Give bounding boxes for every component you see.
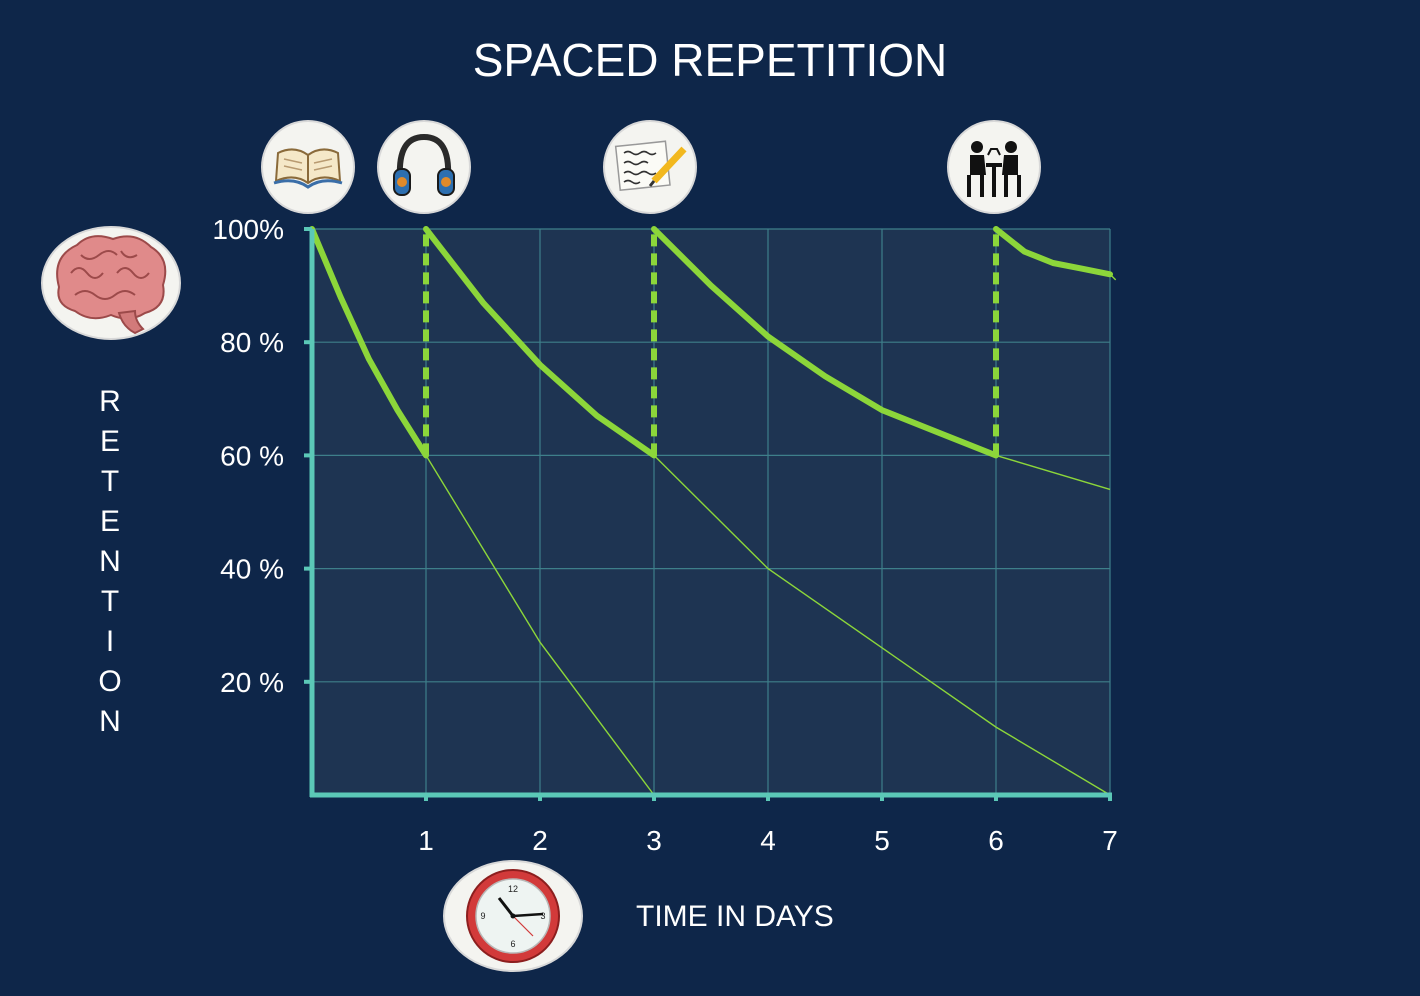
retention-letter-2: E	[100, 425, 120, 458]
people-discussion-icon	[947, 120, 1041, 214]
y-tick-label-100: 100%	[212, 214, 284, 245]
svg-text:9: 9	[480, 911, 485, 921]
retention-letter-3: T	[101, 465, 119, 498]
grid-lines	[312, 228, 1111, 795]
x-tick-label-4: 4	[760, 825, 776, 856]
notes-pencil-icon	[603, 120, 697, 214]
retention-curve-2	[423, 226, 657, 459]
x-tick-label-7: 7	[1102, 825, 1118, 856]
retention-letter-4: E	[100, 505, 120, 538]
plot-area: 1 2 3 4 5 6 7 100% 80 % 60 % 40 % 20 %	[212, 214, 1117, 856]
retention-letter-1: R	[99, 385, 121, 418]
retention-letter-7: I	[106, 625, 114, 658]
retention-letter-5: N	[99, 545, 121, 578]
y-tick-label-20: 20 %	[220, 667, 284, 698]
x-axis-label: TIME IN DAYS	[636, 900, 834, 933]
retention-letter-8: O	[98, 665, 121, 698]
decay-curve-2	[653, 454, 1111, 796]
clock-icon: 12 3 6 9	[443, 860, 583, 972]
axes	[304, 227, 1112, 801]
retention-letter-9: N	[99, 705, 121, 738]
retention-curve-4	[993, 226, 1113, 278]
svg-text:12: 12	[508, 884, 518, 894]
retention-curves	[309, 226, 1113, 459]
x-tick-label-5: 5	[874, 825, 890, 856]
open-book-icon	[261, 120, 355, 214]
x-tick-labels: 1 2 3 4 5 6 7	[418, 825, 1118, 856]
retention-curve-1	[309, 226, 429, 459]
chart-title: SPACED REPETITION	[473, 34, 948, 86]
headphones-icon	[377, 120, 471, 214]
retention-curve-3	[651, 226, 999, 459]
y-tick-labels: 100% 80 % 60 % 40 % 20 %	[212, 214, 284, 698]
brain-icon	[41, 226, 181, 340]
y-tick-label-60: 60 %	[220, 440, 284, 471]
decay-curve-3	[995, 454, 1111, 491]
svg-text:3: 3	[540, 911, 545, 921]
decay-curve-1	[425, 455, 655, 796]
y-tick-label-80: 80 %	[220, 327, 284, 358]
x-tick-label-6: 6	[988, 825, 1004, 856]
retention-letter-6: T	[101, 585, 119, 618]
svg-text:6: 6	[510, 939, 515, 949]
decay-curves-thin	[425, 273, 1117, 796]
x-tick-label-3: 3	[646, 825, 662, 856]
y-tick-label-40: 40 %	[220, 554, 284, 585]
x-tick-label-2: 2	[532, 825, 548, 856]
x-tick-label-1: 1	[418, 825, 434, 856]
